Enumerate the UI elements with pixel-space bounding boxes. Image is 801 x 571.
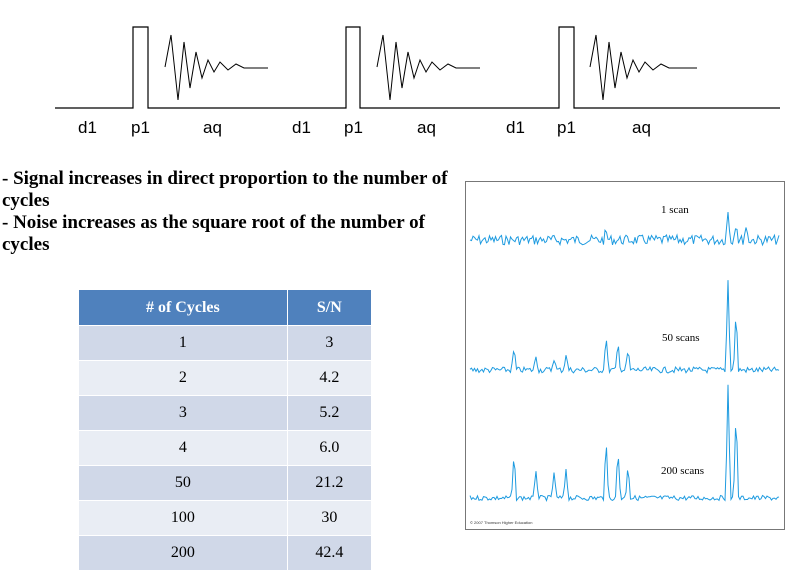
cell-sn: 3 — [286, 325, 373, 361]
cell-sn: 21.2 — [286, 465, 373, 501]
spectrum-label-50-scans: 50 scans — [662, 332, 700, 344]
pulse-sequence-trace — [55, 26, 780, 109]
table-row: 4 6.0 — [78, 430, 373, 466]
bullet-list: - Signal increases in direct proportion … — [2, 168, 462, 256]
table-header-row: # of Cycles S/N — [78, 289, 373, 326]
spectrum-trace-200-scans — [469, 384, 780, 503]
cell-cycles: 100 — [78, 500, 288, 536]
fid-2 — [376, 34, 480, 101]
cell-sn: 4.2 — [286, 360, 373, 396]
table-row: 200 42.4 — [78, 535, 373, 571]
bullet-noise: - Noise increases as the square root of … — [2, 212, 425, 255]
pulse-label-aq: aq — [632, 118, 651, 137]
cell-sn: 30 — [286, 500, 373, 536]
pulse-label-d1: d1 — [506, 118, 525, 137]
pulse-sequence-diagram — [55, 26, 780, 109]
pulse-label-aq: aq — [417, 118, 436, 137]
spectrum-trace-1-scan — [469, 211, 780, 247]
spectrum-label-200-scans: 200 scans — [661, 465, 705, 477]
cell-cycles: 3 — [78, 395, 288, 431]
pulse-label-p1: p1 — [344, 118, 363, 137]
table-row: 50 21.2 — [78, 465, 373, 501]
copyright-notice: © 2007 Thomson Higher Education — [470, 520, 533, 525]
table-row: 2 4.2 — [78, 360, 373, 396]
cell-sn: 6.0 — [286, 430, 373, 466]
spectrum-trace-50-scans — [469, 280, 780, 375]
cell-cycles: 2 — [78, 360, 288, 396]
cell-cycles: 200 — [78, 535, 288, 571]
pulse-label-p1: p1 — [557, 118, 576, 137]
cell-cycles: 50 — [78, 465, 288, 501]
pulse-label-p1: p1 — [131, 118, 150, 137]
pulse-label-d1: d1 — [292, 118, 311, 137]
pulse-label-aq: aq — [203, 118, 222, 137]
header-cycles: # of Cycles — [78, 289, 288, 326]
cell-cycles: 4 — [78, 430, 288, 466]
bullet-signal: - Signal increases in direct proportion … — [2, 168, 448, 211]
spectrum-label-1-scan: 1 scan — [661, 204, 689, 216]
table-row: 100 30 — [78, 500, 373, 536]
fid-1 — [164, 34, 268, 101]
cell-sn: 5.2 — [286, 395, 373, 431]
pulse-label-d1: d1 — [78, 118, 97, 137]
cell-cycles: 1 — [78, 325, 288, 361]
spectrum-traces — [469, 211, 780, 503]
cell-sn: 42.4 — [286, 535, 373, 571]
header-sn: S/N — [286, 289, 373, 326]
table-row: 3 5.2 — [78, 395, 373, 431]
spectrum-figure: 1 scan 50 scans 200 scans © 2007 Thomson… — [465, 181, 785, 530]
fid-3 — [589, 34, 697, 101]
